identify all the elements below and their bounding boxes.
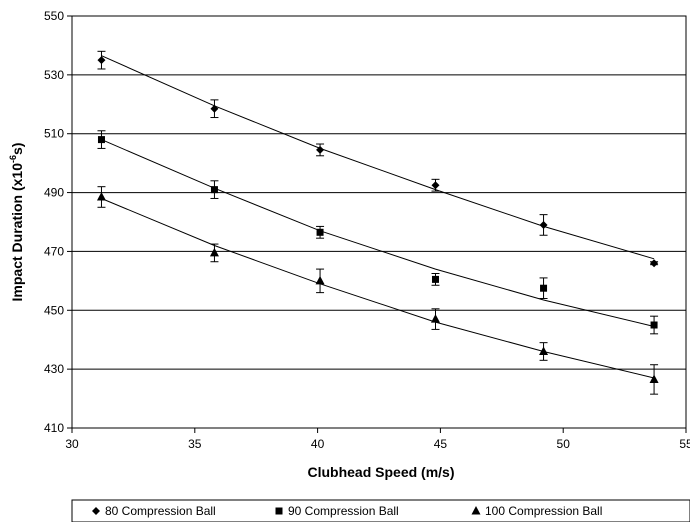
diamond-marker-series-1 [431,181,440,190]
legend-label: 100 Compression Ball [485,504,602,518]
square-marker-series-2 [431,275,439,283]
y-tick-label: 450 [44,303,64,317]
error-bars [97,50,659,395]
legend-label: 90 Compression Ball [288,504,399,518]
square-marker-series-2 [97,136,105,144]
x-tick-label: 55 [679,437,690,451]
square-marker-series-2 [210,186,218,194]
x-tick-label: 45 [434,437,448,451]
trend-line-series-1 [101,55,655,260]
x-tick-label: 35 [188,437,202,451]
legend-square-marker [275,507,283,515]
triangle-marker-series-3 [96,191,106,201]
triangle-marker-series-3 [539,346,549,355]
square-marker-series-2 [316,228,324,236]
y-axis-title-exponent: -6 [8,155,18,163]
legend-item-series-2: 90 Compression Ball [275,504,399,518]
y-tick-label: 410 [44,421,64,435]
y-axis-title-main: Impact Duration (x10 [9,163,25,302]
y-tick-labels: 410 430 450 470 490 510 530 550 [44,9,72,435]
grid-lines [72,15,686,429]
diamond-marker-series-1 [210,104,219,113]
legend-item-series-3: 100 Compression Ball [471,504,602,518]
diamond-marker-series-1 [539,220,548,229]
data-markers [96,56,659,383]
triangle-marker-series-3 [209,247,219,257]
y-tick-label: 530 [44,68,64,82]
diamond-marker-series-1 [97,56,106,65]
triangle-marker-series-3 [430,314,440,323]
trend-line-series-2 [101,139,655,327]
y-tick-label: 470 [44,244,64,258]
trend-lines [101,55,655,379]
legend-diamond-marker [92,507,100,515]
triangle-marker-series-3 [315,275,325,285]
y-tick-label: 550 [44,9,64,23]
x-axis-title: Clubhead Speed (m/s) [307,464,454,480]
trend-line-series-3 [101,198,655,379]
y-tick-label: 510 [44,127,64,141]
diamond-marker-series-1 [650,259,659,268]
triangle-marker-series-3 [649,374,659,383]
x-tick-labels: 30 35 40 45 50 55 [65,428,690,451]
plot-area-frame [71,15,687,429]
legend-label: 80 Compression Ball [105,504,216,518]
x-tick-label: 40 [311,437,325,451]
x-tick-label: 30 [65,437,79,451]
diamond-marker-series-1 [316,145,325,154]
y-axis-title: Impact Duration (x10-6s) [8,143,25,302]
legend-triangle-marker [471,506,481,515]
square-marker-series-2 [650,321,658,329]
legend: 80 Compression Ball 90 Compression Ball 10… [71,499,690,522]
legend-item-series-1: 80 Compression Ball [92,504,216,518]
y-axis-title-unit: s) [9,143,25,155]
legend-box [71,499,690,522]
y-tick-label: 490 [44,186,64,200]
x-tick-label: 50 [557,437,571,451]
y-tick-label: 430 [44,362,64,376]
square-marker-series-2 [540,284,548,292]
